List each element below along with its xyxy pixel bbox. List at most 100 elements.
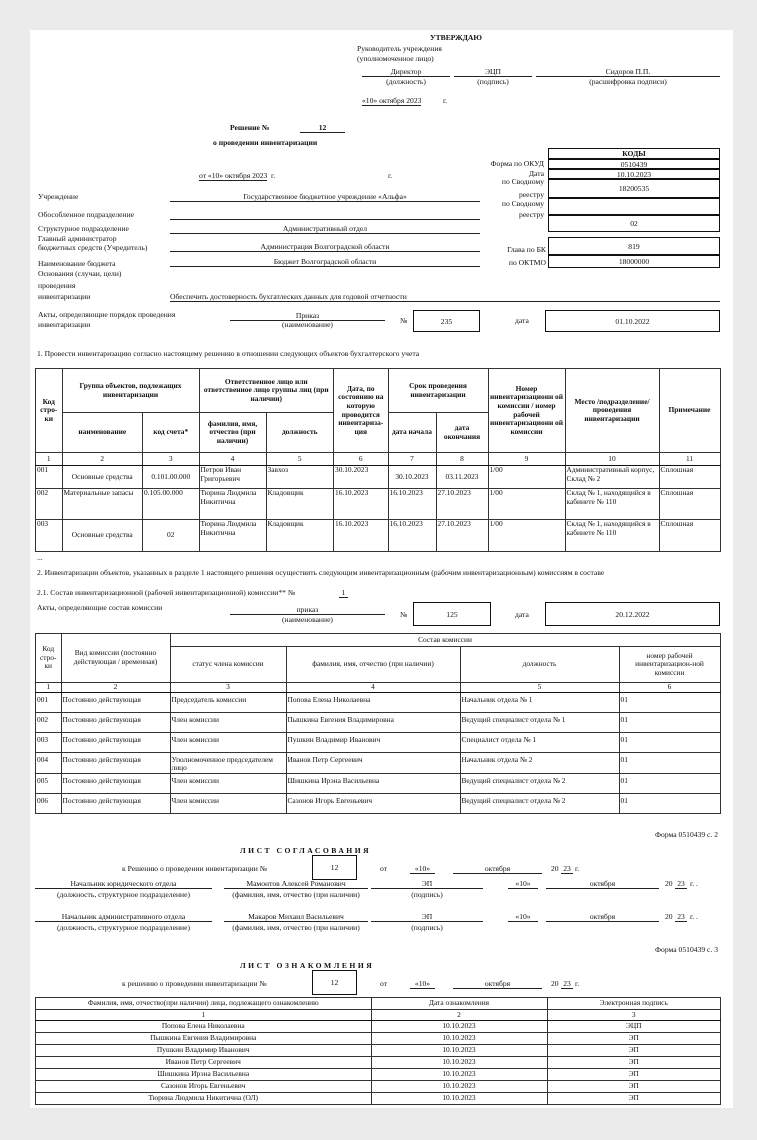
table-row: Пушкин Владимир Иванович 10.10.2023 ЭП	[35, 1044, 721, 1057]
familiarization-sheet-title: ЛИСТ ОЗНАКОМЛЕНИЯ	[240, 961, 375, 970]
table-cell: 001	[35, 465, 63, 489]
col-period: Срок проведения инвентаризации	[387, 368, 489, 413]
code-register-1: 18200535	[548, 179, 720, 198]
signer-signature-caption: (подпись)	[411, 890, 443, 899]
ellipsis: ...	[37, 553, 43, 562]
table-row: 001 Постоянно действующая Председатель ком…	[35, 691, 721, 713]
table-row: Тюрина Людмила Никитична (ОЛ) 10.10.2023 Э…	[35, 1092, 721, 1105]
table-cell: Тюрина Людмила Никитична (ОЛ)	[35, 1092, 372, 1105]
table-cell: 0.101.00.000	[142, 465, 200, 489]
table-cell: 10.10.2023	[370, 1056, 548, 1069]
col-account: код счета*	[142, 412, 200, 453]
signer-signature: ЭП	[371, 912, 483, 922]
col-name: наименование	[61, 412, 143, 453]
code-okud: 0510439	[548, 159, 720, 169]
approval-sheet-year: 23	[561, 864, 573, 874]
table-cell: 16.10.2023	[387, 519, 437, 552]
acts-order-number-label: №	[400, 316, 408, 325]
table-cell: Сплошная	[658, 519, 721, 552]
signer-position: Начальник административного отдела	[35, 912, 212, 922]
commission-body: 1 2 3 4 5 6 001 Постоянно действующая Председате…	[35, 682, 721, 814]
table-cell: 0.105.00.000	[142, 488, 200, 520]
table-cell: Член комиссии	[169, 772, 287, 794]
column-number: 7	[387, 452, 437, 466]
column-number: 11	[658, 452, 721, 466]
budget-label: Наименование бюджета	[38, 259, 116, 268]
table-cell: Пышкина Евгения Владимировна	[35, 1032, 372, 1045]
acts-commission-label: Акты, определяющие состав комиссии	[37, 603, 163, 612]
register-1-label-a: по Сводному	[501, 177, 544, 186]
table-cell: Основные средства	[61, 519, 143, 552]
signer-day: «10»	[508, 912, 538, 922]
table-cell: ЭП	[546, 1080, 721, 1093]
table-cell: 006	[35, 792, 62, 814]
separate-unit-label: Обособленное подразделение	[38, 210, 135, 219]
signer-fio-caption: (фамилия, имя, отчество (при наличии)	[232, 923, 360, 932]
signer-signature-caption: (подпись)	[411, 923, 443, 932]
table-row: 002 Постоянно действующая Член комиссии Пыш…	[35, 711, 721, 733]
table-cell: Уполномоченное председателем лицо	[169, 751, 287, 774]
acts-commission-date-label: дата	[515, 610, 529, 619]
signer-day: «10»	[508, 879, 538, 889]
table-cell: 30.10.2023	[333, 465, 389, 489]
table-row: 003 Постоянно действующая Член комиссии Пуш…	[35, 731, 721, 753]
column-number: 6	[618, 682, 721, 693]
table-cell: ЭП	[546, 1032, 721, 1045]
acts-order-number: 235	[413, 310, 480, 332]
acts-commission-type-caption: (наименование)	[282, 615, 333, 624]
basis-value: Обеспечить достоверность бухгатлеских да…	[170, 292, 720, 302]
column-number: 6	[333, 452, 389, 466]
table-cell: 1/00	[487, 488, 566, 520]
column-number: 4	[285, 682, 461, 693]
table-cell: Склад № 1, находящийся в кабинете № 110	[564, 519, 660, 552]
budget-value: Бюджет Волгоградской области	[170, 257, 480, 267]
familiarization-sheet-month: октября	[453, 979, 542, 989]
col-signature: Электронная подпись	[546, 997, 721, 1010]
acts-order-label-b: инвентаризации	[38, 320, 91, 329]
register-2-label-a: по Сводному	[501, 199, 544, 208]
date-label: Дата	[528, 169, 544, 178]
col-composition: Состав комиссии	[169, 633, 721, 647]
table-cell: Сплошная	[658, 488, 721, 520]
col-position: должность	[265, 412, 334, 453]
signer-position-caption: (должность, структурное подразделение)	[57, 890, 190, 899]
code-date: 10.10.2023	[548, 169, 720, 179]
column-number: 3	[546, 1009, 721, 1021]
code-structural: 02	[548, 215, 720, 232]
table-cell: Иванов Петр Сергеевич	[285, 751, 461, 774]
table-cell: 004	[35, 751, 62, 774]
column-number: 10	[564, 452, 660, 466]
table-row: 003 Основные средства 02 Тюрина Людмила Ник…	[35, 519, 721, 552]
table-cell: 30.10.2023	[387, 465, 437, 489]
table-row: 001 Основные средства 0.101.00.000 Петров И…	[35, 465, 721, 489]
approval-sheet-ref-label: к Решению о проведении инвентаризации №	[122, 864, 267, 873]
table-cell: Постоянно действующая	[60, 792, 171, 814]
col-start: дата начала	[387, 412, 437, 453]
table-cell: 002	[35, 488, 63, 520]
col-note: Примечание	[658, 368, 721, 453]
familiarization-sheet-year-prefix: 20	[551, 979, 559, 988]
table-cell: 01	[618, 711, 721, 733]
table-cell: Пышкина Евгения Владимировна	[285, 711, 461, 733]
structural-unit-value: Административный отдел	[170, 224, 480, 234]
column-number: 1	[35, 452, 63, 466]
acts-commission-number-label: №	[400, 610, 408, 619]
table-row: Пышкина Евгения Владимировна 10.10.2023 ЭП	[35, 1032, 721, 1045]
register-2-label-b: реестру	[518, 210, 544, 219]
table-cell: Сазонов Игорь Евгеньевич	[35, 1080, 372, 1093]
table-cell: Специалист отдела № 1	[459, 731, 620, 753]
col-fio: Фамилия, имя, отчество(при наличии) лица…	[35, 997, 372, 1010]
approval-name-caption: (расшифровка подписи)	[589, 77, 667, 86]
table-row: 002 Материальные запасы 0.105.00.000 Тюрина…	[35, 488, 721, 520]
approval-date-suffix: г.	[443, 96, 448, 105]
signer-month: октября	[546, 912, 659, 922]
codes-header: КОДЫ	[548, 148, 720, 159]
document-page	[30, 30, 733, 1108]
table-cell: Попова Елена Николаевна	[285, 691, 461, 713]
signer-year-prefix: 20	[665, 879, 673, 888]
basis-label-a: Основания (случаи, цели)	[38, 269, 122, 278]
familiarization-body: 1 2 3 Попова Елена Николаевна 10.10.2023 ЭЦП П…	[35, 1009, 721, 1105]
familiarization-sheet-ref-label: к решению о проведении инвентаризации №	[122, 979, 267, 988]
table-row: Иванов Петр Сергеевич 10.10.2023 ЭП	[35, 1056, 721, 1069]
